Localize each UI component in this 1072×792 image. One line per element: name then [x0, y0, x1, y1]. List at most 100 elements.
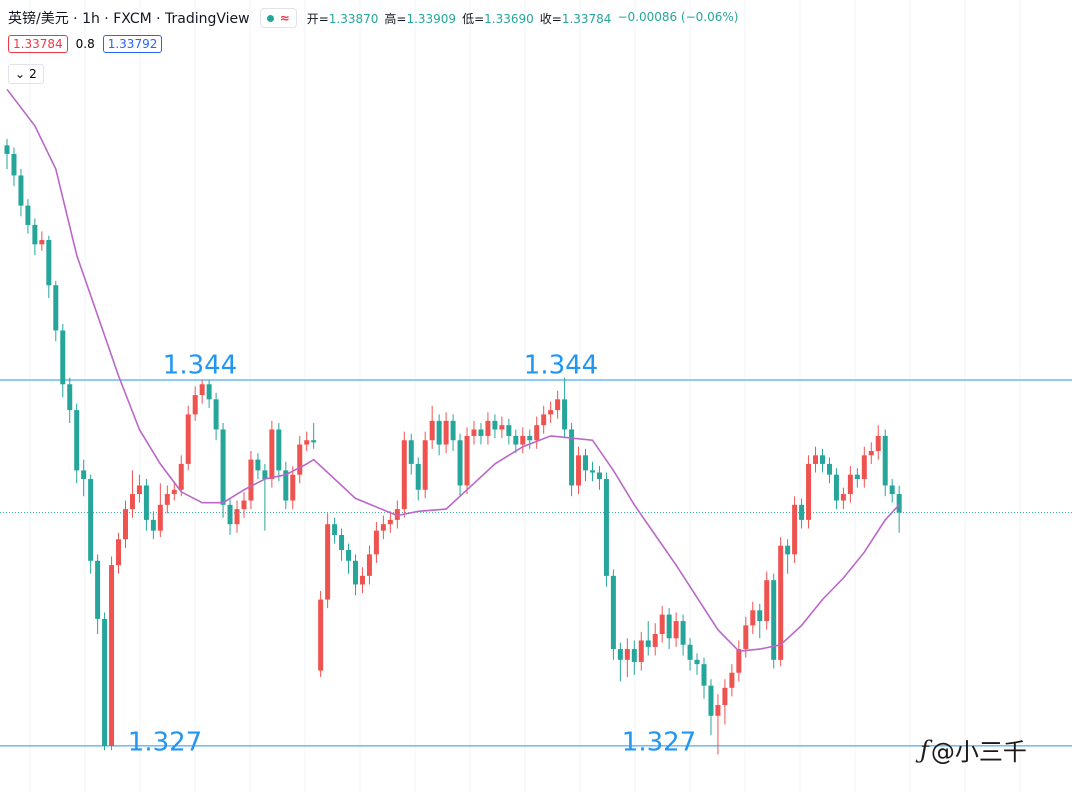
candle-body: [95, 560, 101, 619]
candle-body: [109, 565, 115, 746]
spread: 0.8: [75, 37, 95, 51]
candle-body: [318, 599, 324, 671]
ohlc-value: 1.33784: [561, 11, 612, 26]
level-label: 1.327: [622, 727, 696, 757]
candle-body: [129, 494, 135, 510]
ohlc-item: −0.00086 (−0.06%): [617, 10, 738, 27]
candle-body: [150, 519, 156, 531]
candle-body: [46, 240, 52, 286]
level-label: 1.327: [128, 727, 202, 757]
candle-body: [764, 580, 770, 622]
candle-body: [283, 470, 289, 501]
candle-body: [4, 145, 10, 154]
candle-body: [394, 509, 400, 520]
ohlc-label: 收=: [539, 11, 562, 26]
candle-body: [701, 664, 707, 686]
candle-body: [645, 640, 651, 647]
candle-body: [164, 494, 170, 505]
chevron: ⌄: [15, 67, 26, 81]
candle-body: [102, 618, 108, 746]
candle-body: [450, 420, 456, 441]
candle-body: [88, 478, 94, 561]
candle-body: [60, 330, 66, 385]
candle-body: [39, 240, 45, 245]
ask-price[interactable]: 1.33792: [102, 35, 163, 53]
candle-body: [353, 560, 358, 585]
candle-body: [436, 420, 442, 445]
ohlc-item: 高=1.33909: [384, 10, 456, 27]
ohlc-value: 1.33909: [406, 11, 457, 26]
candle-body: [346, 550, 352, 561]
candle-body: [227, 504, 233, 525]
candle-body: [562, 399, 568, 430]
bid-price[interactable]: 1.33784: [8, 35, 68, 53]
candle-body: [213, 399, 219, 430]
candle-body: [833, 474, 839, 501]
header: 英镑/美元 · 1h · FXCM · TradingView ≈ 开=1.33…: [8, 8, 738, 28]
candle-body: [583, 455, 589, 471]
candle-body: [262, 470, 268, 479]
watermark-text: @小三千: [930, 738, 1027, 766]
candle-body: [192, 395, 198, 415]
watermark: ƒ @小三千: [920, 732, 1027, 767]
candle-body: [826, 463, 832, 475]
candle-body: [548, 410, 554, 415]
candle-body: [610, 575, 616, 650]
indicator-toggle[interactable]: ⌄ 2: [8, 64, 44, 84]
candle-body: [380, 524, 386, 531]
candle-body: [617, 649, 623, 660]
candle-body: [387, 519, 393, 525]
candle-body: [875, 435, 881, 452]
level-label: 1.344: [524, 350, 598, 380]
market-status[interactable]: ≈: [259, 8, 297, 28]
candle-body: [736, 649, 742, 673]
candle-body: [819, 455, 825, 464]
ohlc-label: 高=: [384, 11, 407, 26]
candle-body: [896, 494, 902, 513]
candle-body: [325, 524, 331, 600]
candle-body: [631, 649, 637, 662]
candle-body: [589, 470, 595, 473]
candle-body: [666, 614, 672, 639]
symbol-title: 英镑/美元 · 1h · FXCM · TradingView: [8, 11, 250, 27]
candle-body: [206, 384, 212, 400]
indicator-count: 2: [29, 67, 37, 81]
candle-body: [889, 485, 895, 495]
candle-body: [527, 435, 533, 441]
candle-body: [506, 425, 512, 436]
candle-body: [771, 580, 777, 660]
candle-body: [840, 494, 846, 501]
candle-body: [136, 485, 142, 495]
candle-body: [485, 420, 491, 436]
candle-body: [743, 625, 749, 650]
candle-body: [157, 504, 163, 531]
candle-body: [492, 420, 498, 430]
candle-body: [806, 463, 812, 520]
candle-body: [722, 687, 728, 706]
candle-body: [11, 153, 17, 176]
moving-average: [6, 88, 900, 653]
candle-body: [359, 575, 365, 585]
status-dot: [266, 14, 274, 22]
candle-body: [854, 474, 860, 479]
candle-body: [513, 435, 519, 445]
candle-body: [67, 384, 73, 411]
candle-body: [847, 474, 853, 495]
candle-body: [694, 659, 700, 665]
candle-body: [248, 459, 254, 501]
candle-body: [276, 429, 282, 471]
quote-row: 1.33784 0.8 1.33792: [8, 35, 163, 53]
candle-body: [478, 429, 484, 436]
candle-body: [520, 435, 526, 445]
candle-body: [603, 478, 609, 576]
watermark-logo: ƒ: [920, 735, 929, 764]
candle-body: [499, 425, 505, 430]
candle-body: [339, 534, 345, 551]
candle-body: [18, 175, 24, 206]
candle-body: [74, 410, 80, 471]
candle-body: [757, 610, 763, 622]
candle-body: [241, 500, 247, 510]
candle-body: [652, 633, 658, 647]
candle-body: [297, 444, 303, 475]
